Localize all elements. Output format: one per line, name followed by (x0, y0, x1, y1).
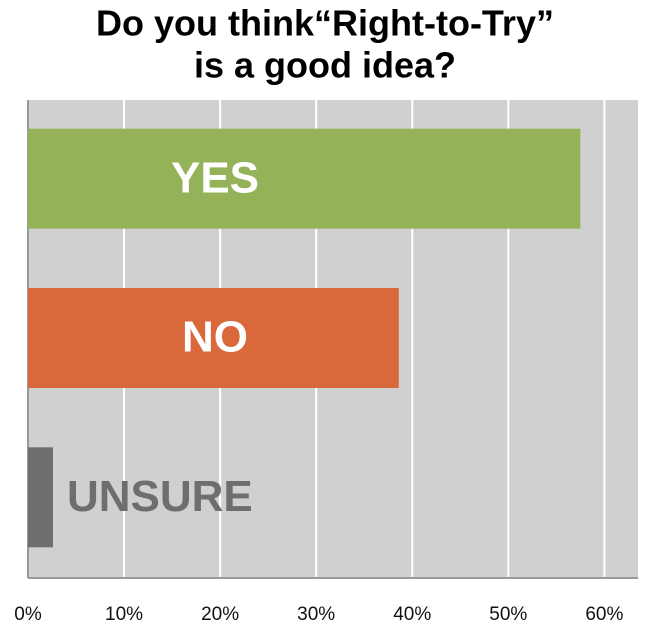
chart-title: Do you think“Right-to-Try” (96, 3, 554, 44)
x-tick-label: 10% (105, 604, 143, 625)
bar (28, 128, 581, 229)
bar (28, 447, 53, 548)
chart-title: is a good idea? (194, 45, 456, 86)
x-tick-label: 20% (201, 604, 239, 625)
category-label: YES (171, 153, 259, 202)
category-label: NO (182, 313, 248, 362)
x-tick-label: 40% (393, 604, 431, 625)
x-tick-label: 30% (297, 604, 335, 625)
x-tick-label: 60% (585, 604, 623, 625)
category-label: UNSURE (67, 472, 253, 521)
x-tick-label: 50% (489, 604, 527, 625)
x-tick-label: 0% (14, 604, 42, 625)
bar (28, 288, 399, 388)
